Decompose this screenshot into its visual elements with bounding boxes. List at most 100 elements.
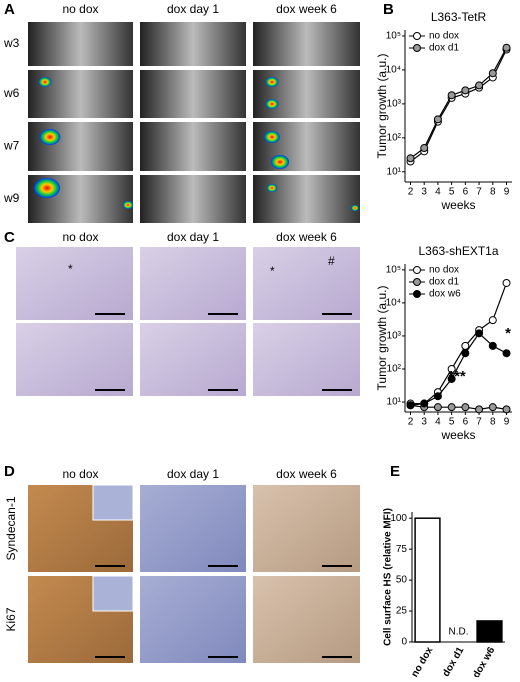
x-tick-label: 5 [449, 187, 455, 198]
column-header: dox day 1 [167, 2, 219, 16]
histology-image [253, 323, 360, 396]
x-tick-label: 8 [490, 187, 496, 198]
data-point [488, 316, 497, 325]
data-point [475, 329, 484, 338]
ihc-image [253, 576, 360, 663]
y-tick-label: 10² [387, 364, 402, 375]
signal-spot [266, 184, 278, 192]
image-mark: # [328, 254, 335, 268]
panel-label: D [4, 463, 15, 480]
inset-image [92, 484, 134, 521]
data-point [461, 341, 470, 350]
column-header: dox week 6 [276, 467, 337, 481]
mouse-image [253, 175, 360, 223]
panel-label: B [383, 1, 394, 18]
legend-label: no dox [429, 31, 459, 42]
series-line [410, 47, 508, 159]
image-mark: * [270, 264, 275, 278]
mouse-image [28, 22, 133, 66]
panel-label: E [390, 463, 400, 480]
x-axis-label: weeks [440, 198, 475, 212]
signal-spot [270, 155, 290, 169]
row-label: w3 [3, 36, 20, 50]
y-tick-label: 10⁴ [386, 65, 401, 76]
column-header: dox day 1 [167, 467, 219, 481]
bar [414, 517, 441, 643]
legend-label: dox w6 [429, 289, 461, 300]
column-header: no dox [62, 467, 98, 481]
data-point [488, 69, 497, 78]
data-point [488, 341, 497, 350]
y-tick-label: 10⁵ [386, 264, 401, 275]
signal-spot [38, 77, 52, 87]
signal-spot [39, 129, 61, 145]
legend-marker [413, 266, 421, 274]
x-tick-label: 3 [421, 417, 427, 428]
row-label: w7 [3, 139, 20, 153]
y-tick-label: 100 [390, 513, 407, 524]
y-tick-label: 10² [387, 132, 402, 143]
histology-image [253, 247, 360, 320]
data-point [502, 278, 511, 287]
image-panels [16, 22, 360, 663]
column-header: no dox [62, 230, 98, 244]
signal-spot [264, 131, 280, 143]
data-point [461, 403, 470, 412]
ihc-image [140, 576, 246, 663]
legend-marker [413, 44, 421, 52]
y-tick-label: 10³ [387, 331, 402, 342]
mouse-image [140, 22, 246, 66]
data-point [433, 115, 442, 124]
y-tick-label: 10⁵ [386, 31, 401, 42]
mouse-image [253, 70, 360, 118]
inset-image [92, 575, 134, 612]
y-tick-label: 10¹ [387, 166, 402, 177]
y-axis-label: Tumor growth (a.u.) [375, 54, 389, 159]
bar [476, 620, 503, 643]
signal-spot [34, 178, 60, 198]
column-header: dox week 6 [276, 230, 337, 244]
legend-marker [413, 278, 421, 286]
mouse-image [253, 22, 360, 66]
mouse-image [253, 122, 360, 171]
data-point [447, 91, 456, 100]
data-point [420, 399, 429, 408]
x-tick-label: 4 [435, 417, 441, 428]
mouse-image [140, 70, 246, 118]
ihc-image [253, 485, 360, 572]
data-point [447, 374, 456, 383]
x-axis-label: weeks [440, 428, 475, 442]
x-tick-label: no dox [409, 645, 435, 677]
mouse-image [28, 122, 133, 171]
signal-spot [122, 201, 134, 209]
row-label: w9 [3, 191, 20, 205]
row-label: Syndecan-1 [4, 496, 18, 560]
y-tick-label: 50 [396, 575, 408, 586]
y-tick-label: 10³ [387, 99, 402, 110]
x-tick-label: dox d1 [441, 645, 467, 677]
y-tick-label: 25 [396, 606, 408, 617]
x-tick-label: 7 [476, 187, 482, 198]
data-point [488, 403, 497, 412]
x-tick-label: 2 [408, 187, 414, 198]
chart-title: L363-shEXT1a [418, 244, 498, 258]
y-axis-label: Tumor growth (a.u.) [375, 286, 389, 391]
data-point [406, 401, 415, 410]
annotation: *** [448, 368, 466, 385]
x-tick-label: 8 [490, 417, 496, 428]
x-tick-label: 6 [463, 417, 469, 428]
data-point [433, 392, 442, 401]
x-tick-label: 9 [504, 187, 510, 198]
panel-label: C [4, 229, 15, 246]
data-point [461, 349, 470, 358]
y-tick-label: 0 [401, 637, 407, 648]
y-tick-label: 75 [396, 544, 408, 555]
legend-label: dox d1 [429, 277, 459, 288]
ihc-image [140, 485, 246, 572]
mouse-image [140, 175, 246, 223]
y-tick-label: 10¹ [387, 397, 402, 408]
image-mark: * [68, 262, 73, 276]
data-point [447, 403, 456, 412]
x-tick-label: dox w6 [471, 645, 498, 677]
data-point [420, 144, 429, 153]
